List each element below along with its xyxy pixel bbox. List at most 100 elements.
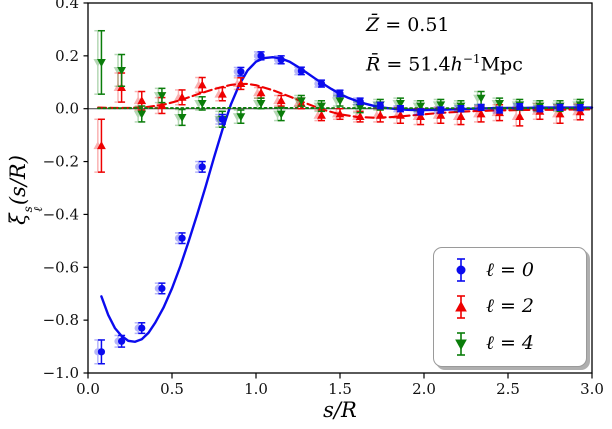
data-point-l2 xyxy=(476,109,486,118)
data-point-l2 xyxy=(555,109,565,118)
y-tick-label: −0.6 xyxy=(43,258,79,276)
data-point-l2 xyxy=(236,78,246,87)
data-point-l0 xyxy=(336,89,344,97)
data-point-l0 xyxy=(237,68,245,76)
data-point-l4 xyxy=(236,113,246,122)
x-tick-label: 3.0 xyxy=(580,380,604,398)
data-point-l2 xyxy=(335,109,345,118)
echo-l2 xyxy=(93,72,582,173)
x-tick-label: 1.5 xyxy=(328,380,352,398)
legend-marker-l4-icon xyxy=(455,331,467,356)
data-point-l0 xyxy=(218,115,226,123)
data-point-l4 xyxy=(335,97,345,106)
x-tick-label: 2.5 xyxy=(496,380,520,398)
y-tick-label: −0.4 xyxy=(43,205,79,223)
ylabel-rest: (s/R) xyxy=(6,155,30,206)
data-point-l2 xyxy=(256,88,266,97)
annotation-zbar: Z̄ = 0.51 xyxy=(366,14,450,36)
data-point-l0 xyxy=(297,67,305,75)
data-point-l2 xyxy=(97,141,106,150)
data-point-l4 xyxy=(177,114,187,123)
y-tick-label: −1.0 xyxy=(43,364,79,382)
data-point-l0 xyxy=(118,337,126,345)
data-point-l0 xyxy=(317,79,326,88)
data-point-l2 xyxy=(218,89,227,98)
data-point-l2 xyxy=(276,96,286,105)
data-point-l0 xyxy=(536,105,544,113)
y-tick-label: −0.8 xyxy=(43,311,79,329)
data-point-l4 xyxy=(476,94,486,103)
legend-label-l0: ℓ = 0 xyxy=(486,258,535,281)
data-point-l2 xyxy=(197,80,207,89)
legend-entry-l4: ℓ = 4 xyxy=(434,329,586,359)
data-point-l2 xyxy=(456,112,466,121)
data-point-l2 xyxy=(355,112,365,121)
legend-marker-l0-icon xyxy=(456,258,466,283)
y-axis-label: ξ s ℓ (s/R) xyxy=(6,115,45,265)
plot-frame xyxy=(87,2,593,374)
data-point-l4 xyxy=(157,92,167,101)
curve-l2 xyxy=(97,82,594,119)
data-point-l0 xyxy=(516,102,524,111)
legend-entry-l2: ℓ = 2 xyxy=(434,292,586,322)
ylabel-xi: ξ xyxy=(6,213,30,225)
x-tick-label: 0.5 xyxy=(160,380,184,398)
data-point-l4 xyxy=(97,59,106,68)
data-point-l4 xyxy=(416,102,426,111)
data-point-l4 xyxy=(137,110,147,119)
data-point-l4 xyxy=(117,66,126,75)
data-point-l0 xyxy=(437,106,445,114)
legend-entry-l0: ℓ = 0 xyxy=(434,255,586,285)
data-point-l0 xyxy=(356,97,364,105)
y-tick-label: 0.0 xyxy=(55,100,79,118)
data-point-l2 xyxy=(436,110,446,119)
data-point-l4 xyxy=(197,100,207,109)
data-point-l4 xyxy=(256,100,266,109)
legend-marker-l2-icon xyxy=(455,295,467,319)
data-point-l2 xyxy=(375,110,385,119)
legend-label-l4: ℓ = 4 xyxy=(486,332,535,355)
data-point-l4 xyxy=(495,100,504,109)
y-tick-label: 0.2 xyxy=(55,47,79,65)
data-point-l0 xyxy=(417,108,425,116)
data-point-l2 xyxy=(416,112,426,121)
data-point-l0 xyxy=(178,234,186,242)
data-point-l4 xyxy=(355,103,365,112)
echo-l4 xyxy=(93,29,582,128)
data-point-l2 xyxy=(396,110,405,119)
data-point-l0 xyxy=(457,105,465,113)
x-tick-label: 1.0 xyxy=(244,380,268,398)
data-point-l2 xyxy=(317,110,326,119)
y-tick-label: 0.4 xyxy=(55,0,79,12)
annotation-block: Z̄ = 0.51 R̄ = 51.4h−1Mpc xyxy=(366,8,523,81)
legend-label-l2: ℓ = 2 xyxy=(486,295,535,318)
data-point-l4 xyxy=(317,102,326,111)
data-point-l0 xyxy=(277,56,285,64)
x-tick-label: 2.0 xyxy=(412,380,436,398)
data-point-l2 xyxy=(177,92,187,101)
data-point-l2 xyxy=(157,100,167,109)
data-point-l0 xyxy=(496,106,504,114)
data-point-l0 xyxy=(576,104,584,112)
legend: ℓ = 0 ℓ = 2 ℓ = 4 xyxy=(433,247,587,367)
x-axis-label: s/R xyxy=(323,398,357,422)
data-point-l2 xyxy=(137,96,147,105)
data-point-l4 xyxy=(296,97,306,106)
data-point-l0 xyxy=(396,105,405,113)
data-point-l0 xyxy=(158,284,166,293)
data-point-l0 xyxy=(138,324,146,332)
annotation-rbar: R̄ = 51.4h−1Mpc xyxy=(366,52,523,76)
data-point-l4 xyxy=(436,101,446,110)
data-point-l0 xyxy=(97,348,106,356)
data-point-l0 xyxy=(257,52,265,60)
x-tick-label: 0.0 xyxy=(76,380,100,398)
data-point-l0 xyxy=(477,103,485,111)
points-l2 xyxy=(97,72,585,173)
data-point-l0 xyxy=(376,101,384,110)
data-point-l0 xyxy=(556,103,564,111)
data-point-l4 xyxy=(396,100,405,109)
y-tick-label: −0.2 xyxy=(43,153,79,171)
data-point-l4 xyxy=(276,110,286,119)
